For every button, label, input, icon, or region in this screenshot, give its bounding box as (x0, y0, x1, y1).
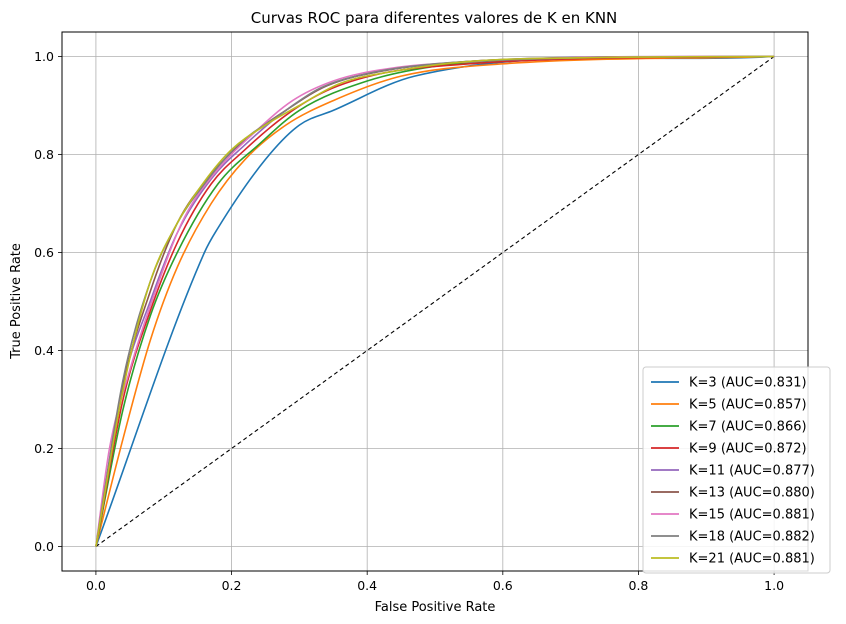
x-tick-label: 0.8 (629, 578, 649, 593)
legend-box (642, 366, 831, 574)
x-tick-label: 0.4 (357, 578, 377, 593)
legend-entry-label: K=3 (AUC=0.831) (689, 376, 807, 391)
y-axis-label: True Positive Rate (9, 243, 24, 360)
grid-layer (62, 32, 808, 571)
plot-frame (61, 31, 809, 572)
legend-entry-label: K=5 (AUC=0.857) (689, 398, 807, 413)
x-axis-label: False Positive Rate (375, 600, 496, 615)
legend-entry-label: K=15 (AUC=0.881) (689, 508, 815, 523)
y-tick-label: 0.2 (34, 441, 54, 456)
plot-layer (95, 55, 775, 547)
legend-entry-label: K=9 (AUC=0.872) (689, 442, 807, 457)
legend-entry-label: K=18 (AUC=0.882) (689, 530, 815, 545)
y-tick-label: 0.8 (34, 147, 54, 162)
legend-entry-label: K=11 (AUC=0.877) (689, 464, 815, 479)
x-tick-label: 0.0 (86, 578, 106, 593)
roc-line-k-5 (95, 55, 775, 547)
y-ticks: 0.0 0.2 0.4 0.6 0.8 1.0 (34, 49, 62, 554)
roc-line-k-9 (95, 55, 775, 547)
x-ticks: 0.0 0.2 0.4 0.6 0.8 1.0 (86, 571, 784, 593)
y-tick-label: 0.0 (34, 539, 54, 554)
y-tick-label: 0.6 (34, 245, 54, 260)
y-tick-label: 1.0 (34, 49, 54, 64)
y-tick-label: 0.4 (34, 343, 54, 358)
legend-entry-label: K=13 (AUC=0.880) (689, 486, 815, 501)
x-tick-label: 0.6 (493, 578, 513, 593)
legend: K=3 (AUC=0.831) K=5 (AUC=0.857) K=7 (AUC=0… (642, 366, 831, 574)
legend-entry-label: K=7 (AUC=0.866) (689, 420, 807, 435)
x-tick-label: 1.0 (764, 578, 784, 593)
x-tick-label: 0.2 (222, 578, 242, 593)
roc-line-k-21 (95, 55, 775, 547)
chart-title: Curvas ROC para diferentes valores de K … (251, 9, 618, 27)
legend-entry-label: K=21 (AUC=0.881) (689, 552, 815, 567)
